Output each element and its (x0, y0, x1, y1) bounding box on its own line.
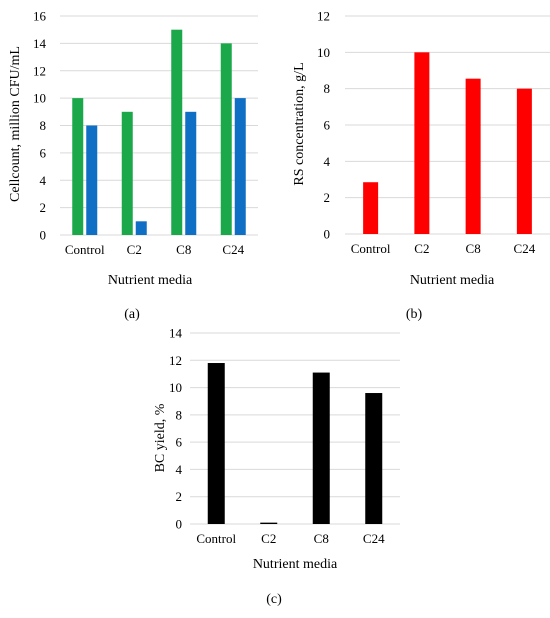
chart-b-y-axis-label: RS concentration, g/L (292, 62, 307, 185)
chart-a-y-tick-label: 2 (40, 200, 47, 215)
chart-a-y-tick-label: 10 (33, 91, 46, 106)
chart-a-bars (72, 29, 246, 235)
chart-b-bar (363, 182, 379, 234)
chart-a-bar (86, 125, 98, 235)
chart-a-bar (220, 43, 232, 235)
chart-b-y-tick-label: 12 (317, 9, 330, 24)
chart-b-x-tick-label: C2 (414, 241, 429, 256)
chart-c-x-tick-label: C8 (314, 531, 329, 546)
chart-a-y-tick-label: 12 (33, 63, 46, 78)
chart-b-gridlines (345, 15, 550, 235)
chart-c-y-tick-label: 8 (176, 407, 183, 422)
chart-c-x-tick-labels: Control C2 C8 C24 (196, 531, 385, 546)
chart-b-x-tick-label: Control (351, 241, 391, 256)
chart-a-x-tick-label: C24 (222, 242, 244, 257)
chart-b-x-tick-label: C8 (466, 241, 481, 256)
chart-a-bar (185, 111, 197, 235)
chart-b-y-tick-label: 2 (324, 190, 331, 205)
chart-a: 0 2 4 6 8 10 12 14 16 Control C2 C8 C24 Cellcount, … (8, 9, 258, 322)
chart-a-x-tick-label: C2 (127, 242, 142, 257)
chart-c-y-tick-label: 12 (169, 353, 182, 368)
chart-c-bar (365, 393, 383, 524)
chart-a-bar (234, 98, 246, 235)
chart-a-y-tick-label: 0 (40, 228, 47, 243)
chart-c-bars (207, 363, 383, 524)
chart-c-y-tick-labels: 0 2 4 6 8 10 12 14 (169, 326, 183, 532)
chart-a-y-tick-label: 16 (33, 9, 47, 24)
chart-c-y-tick-label: 4 (176, 462, 183, 477)
chart-a-y-tick-label: 14 (33, 36, 47, 51)
chart-c-y-axis-label: BC yield, % (153, 403, 168, 472)
chart-b-bar (414, 52, 430, 235)
chart-c-bar (312, 372, 330, 524)
chart-b-y-tick-label: 10 (317, 45, 330, 60)
chart-b: 0 2 4 6 8 10 12 Control C2 C8 C24 RS concentratio… (292, 9, 550, 322)
chart-c-gridlines (190, 332, 400, 525)
chart-a-bar (135, 221, 147, 235)
chart-b-bars (363, 52, 532, 235)
chart-b-panel-label: (b) (406, 307, 423, 322)
chart-a-x-tick-labels: Control C2 C8 C24 (65, 242, 245, 257)
chart-c-x-tick-label: Control (196, 531, 236, 546)
chart-a-x-tick-label: C8 (176, 242, 191, 257)
chart-c: 0 2 4 6 8 10 12 14 Control C2 C8 C24 BC yield, % N… (153, 326, 400, 607)
chart-c-x-axis-label: Nutrient media (253, 557, 338, 572)
chart-b-x-tick-label: C24 (514, 241, 536, 256)
chart-b-x-axis-label: Nutrient media (410, 273, 495, 288)
chart-a-y-tick-label: 6 (40, 145, 47, 160)
chart-b-y-tick-label: 4 (324, 154, 331, 169)
chart-c-x-tick-label: C2 (261, 531, 276, 546)
chart-c-y-tick-label: 10 (169, 380, 182, 395)
chart-b-x-tick-labels: Control C2 C8 C24 (351, 241, 536, 256)
chart-c-bar (260, 522, 278, 524)
chart-c-y-tick-label: 2 (176, 489, 183, 504)
chart-a-bar (171, 29, 183, 235)
chart-a-bar (72, 98, 84, 235)
chart-a-panel-label: (a) (124, 307, 140, 322)
chart-c-y-tick-label: 0 (176, 517, 183, 532)
chart-b-y-tick-label: 8 (324, 81, 331, 96)
chart-c-y-tick-label: 14 (169, 326, 183, 341)
chart-a-y-tick-label: 8 (40, 118, 47, 133)
chart-c-panel-label: (c) (266, 592, 282, 607)
chart-b-y-tick-label: 6 (324, 118, 331, 133)
chart-c-x-tick-label: C24 (363, 531, 385, 546)
chart-b-y-tick-label: 0 (324, 227, 331, 242)
chart-c-y-tick-label: 6 (176, 435, 183, 450)
chart-b-bar (516, 88, 532, 235)
chart-a-y-tick-label: 4 (40, 173, 47, 188)
chart-c-bar (207, 363, 225, 524)
chart-b-y-tick-labels: 0 2 4 6 8 10 12 (317, 9, 331, 242)
chart-a-y-axis-label: Cellcount, million CFU/mL (8, 46, 23, 202)
chart-a-y-tick-labels: 0 2 4 6 8 10 12 14 16 (33, 9, 47, 243)
chart-b-bar (465, 78, 481, 234)
chart-a-x-axis-label: Nutrient media (108, 273, 193, 288)
chart-a-x-tick-label: Control (65, 242, 105, 257)
chart-a-bar (121, 111, 133, 235)
